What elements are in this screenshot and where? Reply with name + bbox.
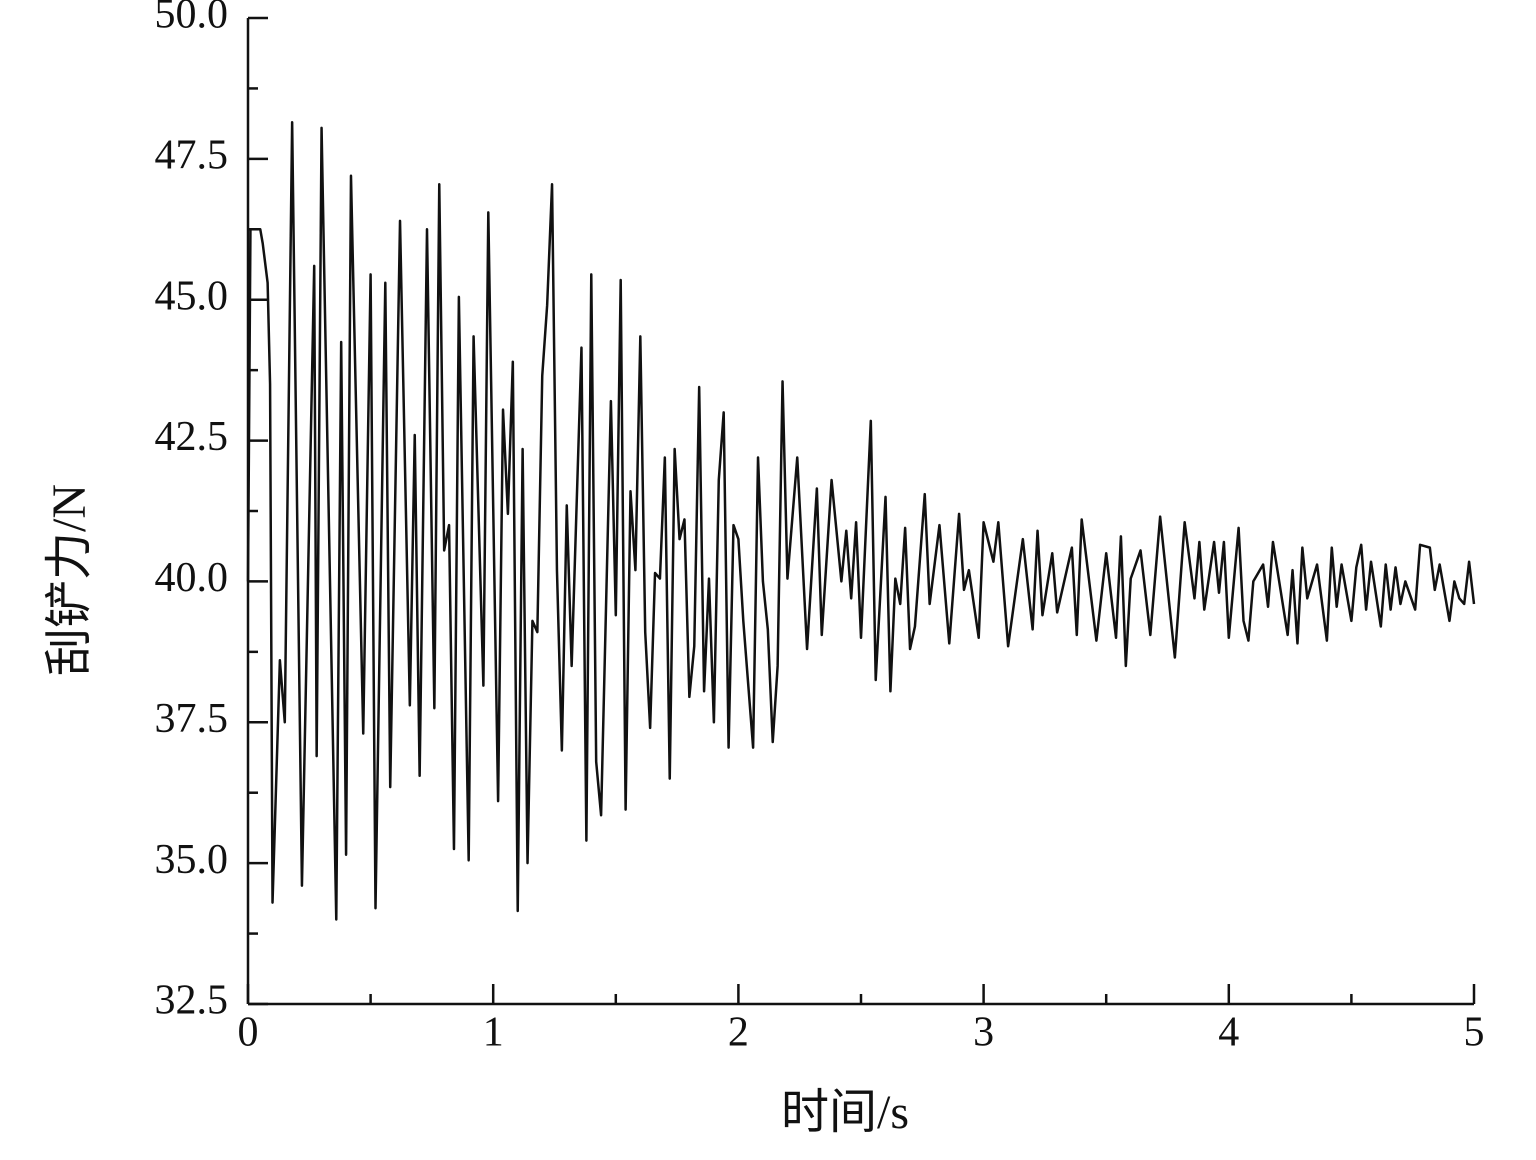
x-tick-label: 1 (483, 1010, 504, 1056)
y-tick-label: 37.5 (155, 696, 229, 742)
y-tick-label: 42.5 (155, 414, 229, 460)
y-tick-label: 50.0 (155, 0, 229, 38)
x-tick-label: 5 (1464, 1010, 1485, 1056)
x-tick-label: 2 (728, 1010, 749, 1056)
y-tick-label: 47.5 (155, 132, 229, 178)
x-tick-label: 0 (238, 1010, 259, 1056)
y-tick-label: 32.5 (155, 978, 229, 1024)
data-line (246, 120, 1476, 921)
x-tick-label: 3 (973, 1010, 994, 1056)
y-axis-title: 刮铲力/N (43, 484, 96, 676)
x-tick-label: 4 (1218, 1010, 1239, 1056)
x-axis-title: 时间/s (781, 1086, 909, 1139)
y-tick-label: 45.0 (155, 273, 229, 319)
y-tick-label: 40.0 (155, 555, 229, 601)
y-tick-label: 35.0 (155, 837, 229, 883)
